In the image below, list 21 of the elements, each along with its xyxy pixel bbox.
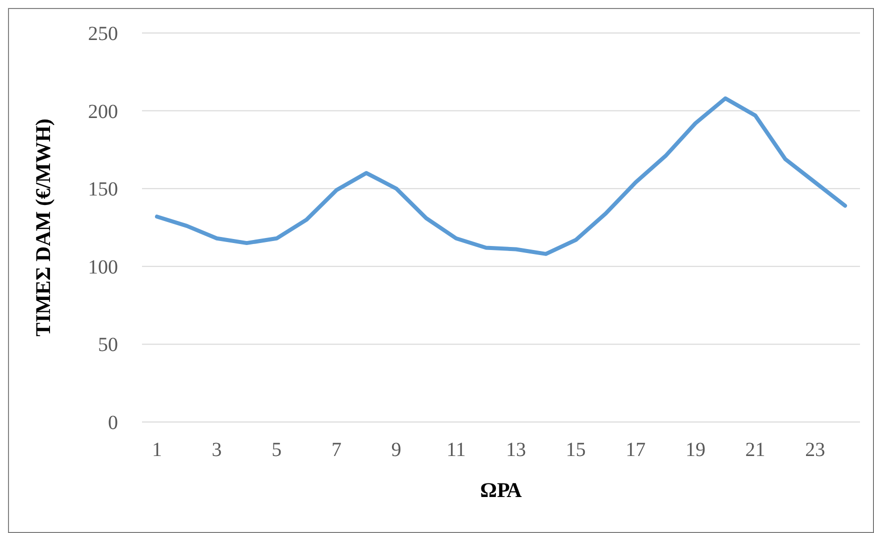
line-series	[154, 96, 848, 256]
x-tick-label: 3	[212, 439, 222, 461]
y-tick-label: 50	[98, 334, 118, 356]
x-tick-label: 5	[272, 439, 282, 461]
y-tick-label: 200	[88, 100, 118, 123]
x-tick-label: 15	[566, 439, 586, 461]
x-tick-label: 23	[805, 439, 826, 461]
y-tick-label: 150	[88, 178, 118, 201]
x-tick-label: 17	[626, 439, 646, 461]
x-tick-label: 13	[506, 439, 526, 461]
x-tick-label: 11	[446, 439, 466, 461]
x-axis-title: ΩΡΑ	[480, 478, 523, 502]
x-tick-label: 19	[685, 439, 706, 461]
y-tick-label: 100	[88, 256, 118, 278]
y-tick-label: 0	[108, 412, 118, 434]
y-tick-label: 250	[88, 23, 118, 45]
x-tick-label: 9	[391, 439, 402, 461]
y-axis-title: ΤΙΜΕΣ DAM (€/MWH)	[31, 118, 55, 336]
x-tick-label: 7	[331, 439, 342, 461]
x-tick-label: 1	[152, 439, 162, 461]
x-tick-label: 21	[745, 439, 766, 461]
